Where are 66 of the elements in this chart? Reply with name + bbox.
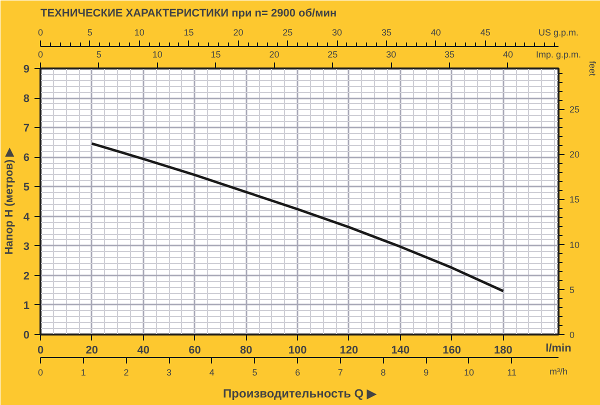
y2-tick-label: 25	[570, 104, 580, 115]
text: 0	[38, 368, 44, 378]
x2-tick-label: 0	[38, 28, 44, 38]
y-axis-title: Напор H (метров) ▶	[3, 147, 16, 255]
text: 11	[507, 368, 516, 378]
y2-tick-label: 0	[570, 330, 575, 340]
text: 3	[166, 368, 172, 378]
text: 15	[210, 50, 221, 60]
x2-tick-label: 20	[233, 28, 244, 38]
text: 40	[502, 50, 513, 60]
x-tick-label: 40	[137, 344, 150, 356]
y2-axis-title: feet	[588, 60, 598, 77]
text: 1	[80, 368, 86, 378]
chart-title: ТЕХНИЧЕСКИЕ ХАРАКТЕРИСТИКИ при n= 2900 об/мин	[40, 8, 337, 20]
y2-tick-label: 5	[570, 284, 575, 295]
text: 5	[252, 368, 258, 378]
x2-tick-label: 10	[134, 28, 144, 38]
text: 4	[209, 368, 214, 378]
text: 0	[38, 50, 44, 60]
text: Imp. g.p.m.	[536, 50, 582, 60]
text: 9	[424, 368, 429, 378]
y-tick-label: 7	[23, 122, 30, 135]
x2-tick-label: 35	[381, 28, 392, 38]
x-tick-label: 60	[188, 344, 201, 356]
text: 35	[444, 50, 455, 60]
x-tick-label: 100	[288, 344, 307, 356]
text: 10	[464, 368, 474, 378]
y-tick-label: 1	[23, 300, 30, 312]
text: 25	[328, 50, 338, 60]
x-tick-label: 140	[391, 344, 410, 356]
x-axis-title: Производительность Q ▶	[223, 386, 377, 400]
y-tick-label: 0	[23, 330, 30, 342]
x2-tick-label: 40	[430, 28, 441, 38]
text: 2	[124, 368, 129, 378]
y-tick-label: 5	[23, 182, 30, 194]
line-series	[90, 142, 504, 292]
x-tick-label: 160	[442, 344, 461, 356]
text: 6	[295, 368, 300, 378]
text: 30	[386, 50, 396, 60]
text: 5	[96, 50, 102, 60]
y-tick-label: 8	[23, 93, 30, 106]
text: 7	[338, 368, 343, 378]
y-tick-label: 3	[23, 240, 30, 253]
x2-tick-label: 5	[87, 28, 92, 38]
y-tick-label: 6	[23, 152, 30, 164]
x-tick-label: 80	[240, 344, 252, 356]
text: 20	[269, 50, 280, 60]
x-tick-label: 0	[37, 344, 44, 356]
x-tick-label: 120	[340, 344, 358, 356]
x2-tick-label: 45	[480, 28, 490, 38]
y2-tick-label: 15	[570, 194, 580, 205]
text: m³/h	[550, 366, 568, 376]
y-tick-label: 9	[23, 64, 30, 76]
y-tick-label: 4	[23, 211, 30, 224]
y2-tick-label: 10	[570, 240, 580, 250]
text: l/min	[546, 342, 572, 354]
y-tick-label: 2	[23, 270, 30, 282]
x2-tick-label: 25	[282, 28, 293, 38]
x2-tick-label: 15	[184, 28, 194, 38]
x-tick-label: 20	[86, 344, 98, 356]
y2-tick-label: 20	[570, 150, 580, 160]
x-tick-label: 180	[494, 344, 512, 356]
x2-axis-title: US g.p.m.	[538, 28, 579, 38]
x2-tick-label: 30	[332, 28, 342, 38]
text: 8	[380, 368, 386, 378]
text: 10	[152, 50, 162, 60]
